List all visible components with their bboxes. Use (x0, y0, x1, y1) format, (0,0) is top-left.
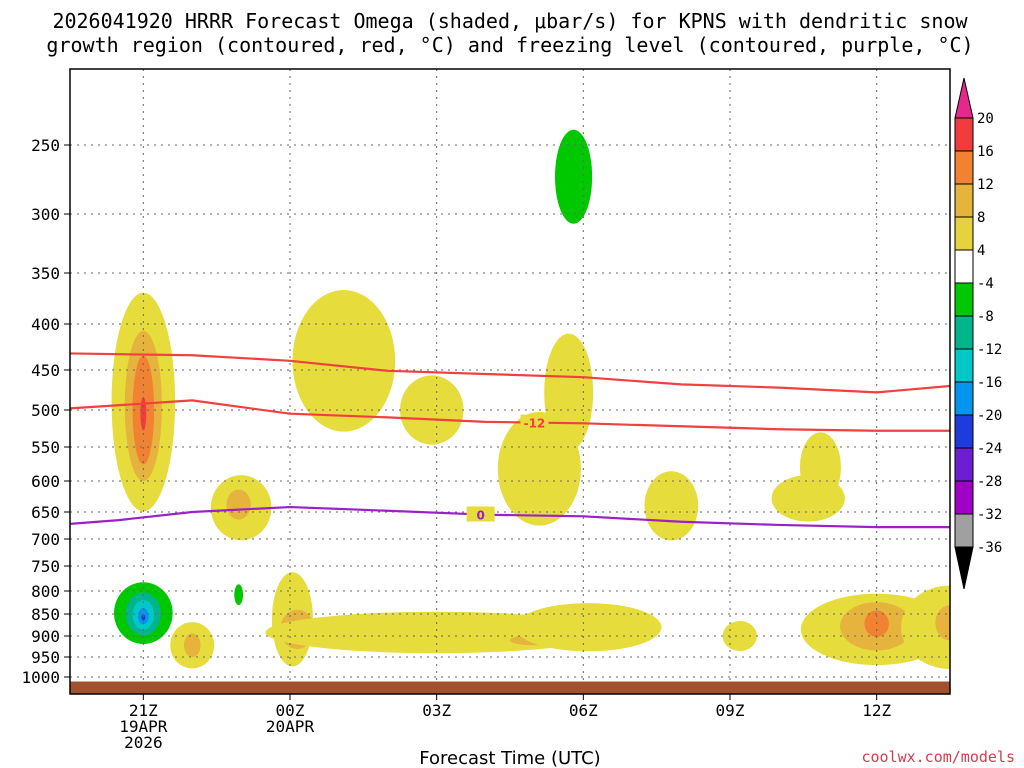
xtick-label-06Z-0: 06Z (569, 701, 598, 720)
omega-region-8-21 (183, 633, 201, 658)
colorbar-swatch-12 (954, 513, 974, 548)
omega-region-4-6 (292, 290, 396, 432)
omega-region-4-26 (514, 603, 662, 652)
omega-region-4-7 (400, 375, 464, 445)
colorbar-label-12: -32 (977, 507, 1002, 523)
xtick-label-09Z-0: 09Z (716, 701, 745, 720)
plot-frame (69, 68, 951, 695)
colorbar-swatch-3 (954, 216, 974, 251)
contour-label-0: -12 (524, 417, 546, 431)
ytick-label-900: 900 (31, 627, 60, 646)
xtick-label-03Z-0: 03Z (422, 701, 451, 720)
ytick-label-650: 650 (31, 503, 60, 522)
xtick-label-21Z-0: 21Z (129, 701, 158, 720)
colorbar-swatch-4 (954, 249, 974, 284)
colorbar-label-5: -4 (977, 276, 994, 292)
omega-region-neg20-18 (141, 614, 146, 621)
colorbar-label-2: 12 (977, 177, 994, 193)
contour-label-1: 0 (476, 509, 484, 523)
xtick-label-12Z-0: 12Z (862, 701, 891, 720)
ytick-label-1000: 1000 (21, 668, 60, 687)
xtick-label-00Z-0: 00Z (276, 701, 305, 720)
colorbar-swatch-0 (954, 117, 974, 152)
ytick-label-250: 250 (31, 136, 60, 155)
colorbar-label-11: -28 (977, 474, 1002, 490)
omega-region-4-27 (722, 620, 757, 652)
colorbar-label-0: 20 (977, 111, 994, 127)
xtick-label-21Z-2: 2026 (124, 733, 163, 752)
omega-region-neg4-19 (234, 584, 244, 606)
colorbar-label-3: 8 (977, 210, 985, 226)
colorbar-bottom-arrow (954, 546, 974, 590)
ytick-label-700: 700 (31, 530, 60, 549)
temperature-contours: -12 0 (70, 352, 950, 529)
colorbar-swatch-11 (954, 480, 974, 515)
colorbar-label-8: -16 (977, 375, 1002, 391)
colorbar-label-1: 16 (977, 144, 994, 160)
ytick-label-450: 450 (31, 361, 60, 380)
xtick-label-00Z-1: 20APR (266, 717, 315, 736)
x-axis-label: Forecast Time (UTC) (419, 748, 600, 768)
ytick-label-350: 350 (31, 264, 60, 283)
ytick-label-950: 950 (31, 648, 60, 667)
ytick-label-600: 600 (31, 472, 60, 491)
xtick-label-21Z-1: 19APR (119, 717, 168, 736)
chart-title-line-1: 2026041920 HRRR Forecast Omega (shaded, … (52, 9, 968, 33)
chart-title-line-2: growth region (contoured, red, °C) and f… (46, 33, 973, 57)
colorbar-swatch-6 (954, 315, 974, 350)
colorbar-label-7: -12 (977, 342, 1002, 358)
ytick-label-500: 500 (31, 401, 60, 420)
colorbar-swatch-8 (954, 381, 974, 416)
omega-region-4-12 (799, 432, 841, 503)
ytick-label-800: 800 (31, 582, 60, 601)
ytick-label-850: 850 (31, 605, 60, 624)
omega-region-8-5 (226, 489, 251, 520)
colorbar-swatch-7 (954, 348, 974, 383)
terrain-surface (70, 681, 950, 694)
omega-region-4-9 (544, 333, 594, 452)
omega-region-4-10 (644, 471, 699, 541)
contour-label-bg-0 (520, 414, 549, 430)
pressure-axis: 250 300 350 400 450 500 550 600 650 700 750 800 850 9… (21, 136, 70, 687)
omega-region-4-31 (901, 585, 950, 669)
colorbar-swatch-1 (954, 150, 974, 185)
ytick-label-400: 400 (31, 315, 60, 334)
colorbar-label-9: -20 (977, 408, 1002, 424)
ytick-label-750: 750 (31, 557, 60, 576)
colorbar-swatch-10 (954, 447, 974, 482)
credit-text: coolwx.com/models (861, 748, 1015, 766)
contour-label-bg-1 (466, 506, 495, 522)
colorbar-label-6: -8 (977, 309, 994, 325)
contour-line-minus12-0 (70, 352, 950, 394)
terrain-fill (70, 681, 950, 694)
ytick-label-550: 550 (31, 438, 60, 457)
omega-colorbar: 20 16 12 8 4 -4 -8 -12 -16 -20 -24 -28 -32 -36 (954, 77, 1002, 590)
colorbar-label-10: -24 (977, 441, 1002, 457)
colorbar-swatch-2 (954, 183, 974, 218)
ytick-label-300: 300 (31, 205, 60, 224)
colorbar-label-13: -36 (977, 540, 1002, 556)
omega-region-neg4-13 (554, 129, 593, 224)
colorbar-label-4: 4 (977, 243, 985, 259)
colorbar-swatch-9 (954, 414, 974, 449)
colorbar-swatch-5 (954, 282, 974, 317)
